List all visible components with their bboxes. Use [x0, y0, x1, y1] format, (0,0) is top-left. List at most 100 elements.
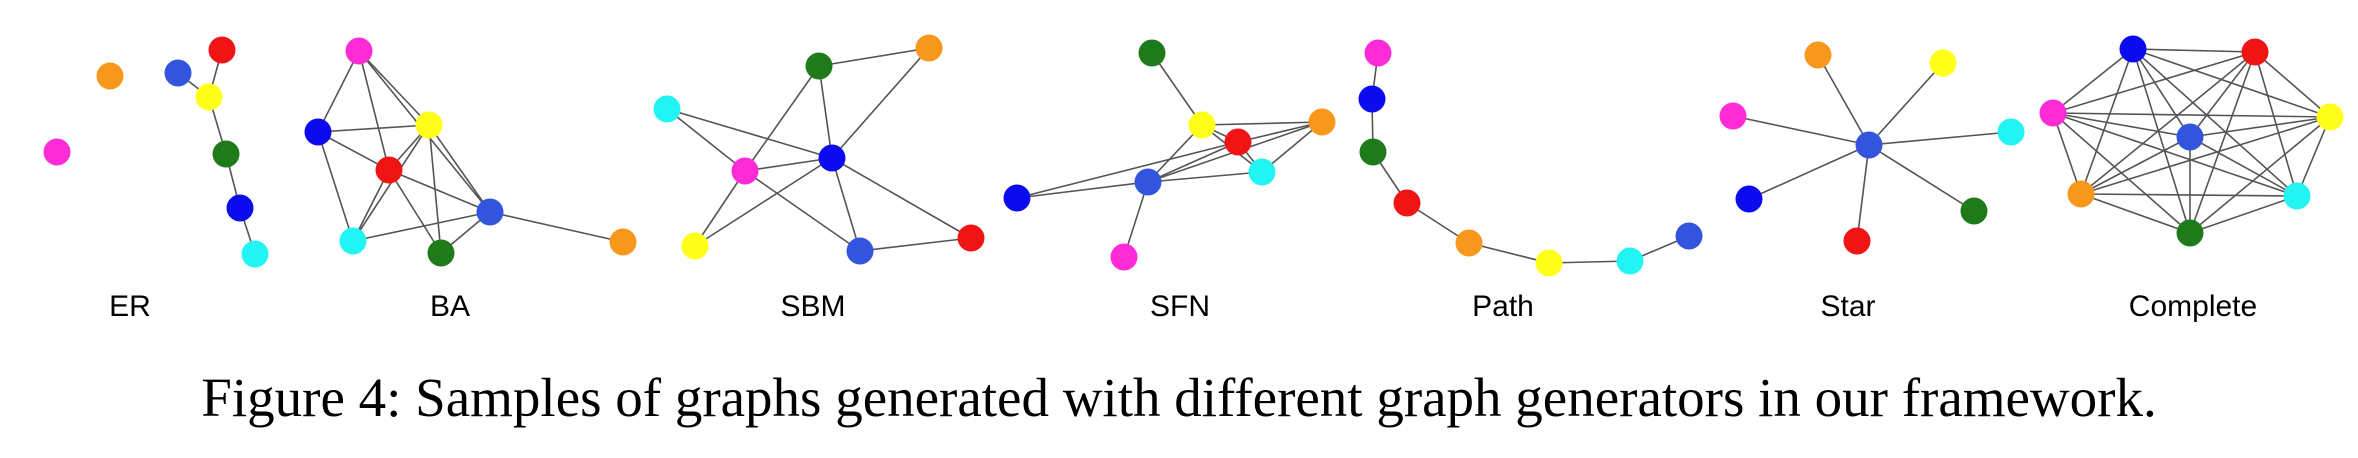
graph-edge: [1868, 131, 2012, 146]
graph-node-magenta: [43, 138, 71, 166]
graph-panel-complete: Complete: [2039, 35, 2344, 323]
graph-node-magenta: [731, 157, 759, 185]
graph-edge: [818, 47, 930, 67]
graph-node-green: [212, 140, 240, 168]
graph-node-magenta: [1110, 243, 1138, 271]
graph-node-green: [427, 239, 455, 267]
graph-node-yellow: [1929, 49, 1957, 77]
graph-edge: [1016, 181, 1149, 199]
graph-node-yellow: [681, 232, 709, 260]
graph-node-blue: [2119, 35, 2147, 63]
graph-edge: [2189, 51, 2256, 234]
graph-node-cyan: [2283, 182, 2311, 210]
graph-node-red: [1224, 128, 1252, 156]
graph-edge: [744, 65, 820, 172]
graph-edge: [2052, 51, 2256, 114]
graph-node-orange: [915, 34, 943, 62]
graph-edge: [666, 108, 833, 159]
graph-node-cyan: [1616, 247, 1644, 275]
graph-node-blue: [304, 118, 332, 146]
graph-node-orange: [1804, 41, 1832, 69]
graph-edge: [2189, 195, 2298, 234]
graph-node-magenta: [1364, 39, 1392, 67]
graph-edge: [2052, 112, 2298, 197]
graph-edge: [1817, 54, 1870, 146]
graph-panel-star: Star: [1719, 41, 2025, 323]
graph-edge: [818, 65, 833, 159]
graph-edge: [2052, 112, 2082, 195]
panel-label-ba: BA: [430, 290, 470, 323]
graph-edge: [489, 211, 624, 243]
graph-node-cyan: [339, 227, 367, 255]
graph-edge: [1868, 62, 1944, 146]
graph-edge: [859, 237, 972, 252]
graph-node-blue: [1003, 184, 1031, 212]
panel-label-sfn: SFN: [1150, 290, 1210, 323]
graph-edge: [2132, 48, 2298, 197]
graph-node-green: [805, 52, 833, 80]
graph-node-cyan: [241, 240, 269, 268]
graph-node-royal: [1675, 222, 1703, 250]
graph-edge: [388, 169, 491, 213]
graph-node-magenta: [1719, 102, 1747, 130]
figure-canvas: ER BA SBM SFN Path Star Complete: [43, 34, 2344, 323]
graph-edge: [1147, 141, 1239, 183]
graph-node-red: [957, 224, 985, 252]
graph-edge: [317, 131, 354, 242]
graph-edge: [2080, 51, 2256, 195]
graph-node-orange: [1308, 108, 1336, 136]
graph-edge: [831, 47, 930, 159]
graph-node-yellow: [415, 111, 443, 139]
graph-edge: [2052, 48, 2134, 114]
graph-edge: [352, 211, 491, 242]
graph-panel-sbm: SBM: [653, 34, 985, 323]
graph-edge: [666, 108, 746, 172]
graph-node-magenta: [2039, 99, 2067, 127]
graph-node-red: [375, 156, 403, 184]
graph-edge: [2254, 51, 2331, 118]
panel-label-path: Path: [1472, 290, 1534, 323]
panel-label-star: Star: [1820, 290, 1875, 323]
graph-panel-ba: BA: [304, 37, 637, 323]
graph-edge: [2052, 112, 2331, 118]
graph-node-green: [1960, 197, 1988, 225]
graph-node-royal: [1855, 131, 1883, 159]
panel-label-er: ER: [109, 290, 151, 323]
graph-edge: [388, 169, 442, 254]
graph-edge: [2080, 193, 2298, 197]
graph-node-yellow: [1535, 249, 1563, 277]
graph-edge: [831, 157, 972, 239]
graph-node-orange: [2067, 180, 2095, 208]
graph-edge: [317, 124, 430, 133]
graph-node-blue: [226, 194, 254, 222]
graph-node-royal: [846, 237, 874, 265]
panel-label-sbm: SBM: [780, 290, 845, 323]
graph-edge: [2080, 136, 2191, 195]
figure-caption: Figure 4: Samples of graphs generated wi…: [201, 367, 2157, 428]
graph-node-blue: [1358, 85, 1386, 113]
graph-edge: [831, 157, 861, 252]
graph-edge: [2080, 116, 2331, 195]
graph-edge: [1548, 260, 1631, 264]
graph-edge: [1856, 144, 1870, 242]
graph-node-orange: [609, 228, 637, 256]
graph-edge: [428, 124, 491, 213]
graph-edge: [1732, 115, 1870, 146]
graph-node-yellow: [195, 83, 223, 111]
graph-node-cyan: [653, 95, 681, 123]
graph-node-blue: [1735, 185, 1763, 213]
graph-edge: [744, 157, 833, 172]
graph-node-orange: [96, 62, 124, 90]
graph-node-red: [208, 36, 236, 64]
graph-node-red: [1843, 227, 1871, 255]
graph-edge: [2189, 116, 2331, 138]
graph-edge: [2296, 116, 2331, 197]
panel-label-complete: Complete: [2129, 290, 2257, 323]
graph-edge: [1151, 52, 1203, 126]
graph-node-royal: [1134, 168, 1162, 196]
graph-panel-sfn: SFN: [1003, 39, 1336, 323]
graph-node-red: [1393, 189, 1421, 217]
graph-node-yellow: [1188, 111, 1216, 139]
graph-edge: [1468, 242, 1550, 264]
graph-edge: [1237, 121, 1323, 143]
